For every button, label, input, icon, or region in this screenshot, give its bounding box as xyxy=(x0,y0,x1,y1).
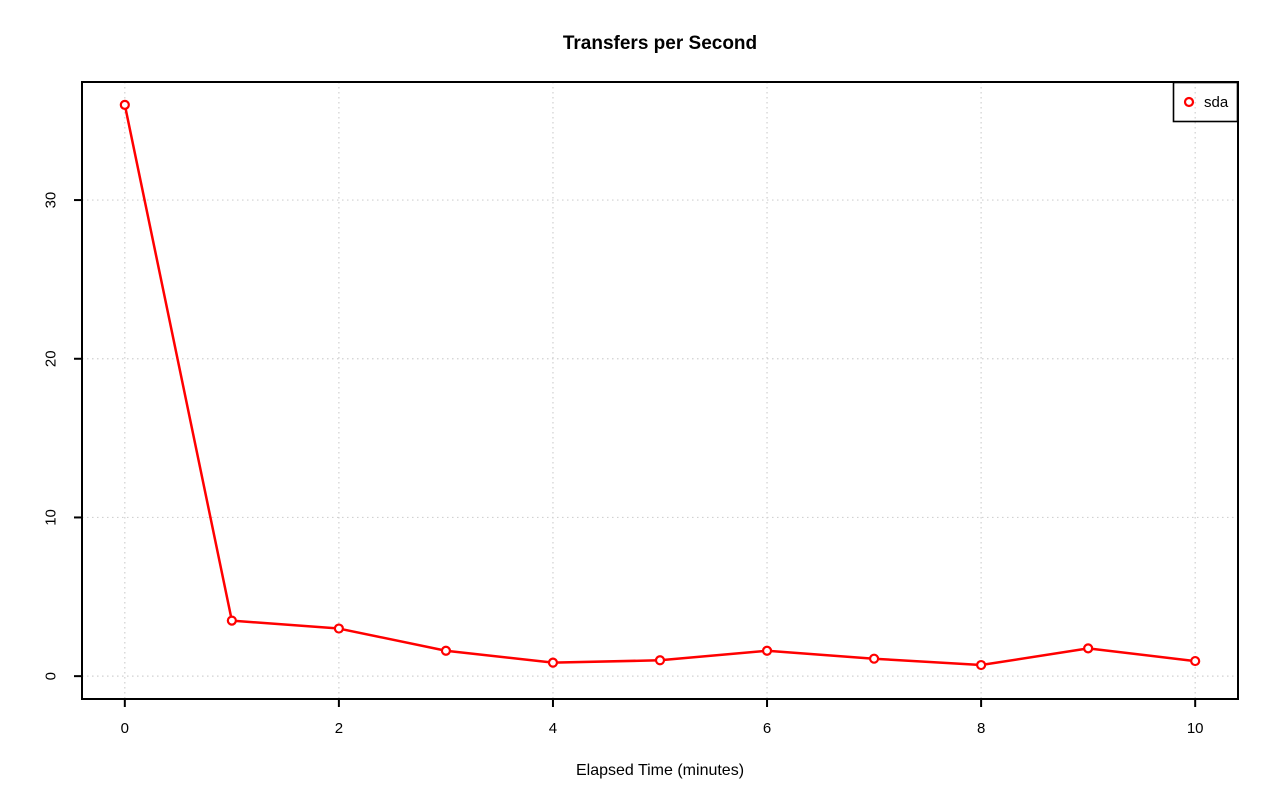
x-axis-tick-label: 0 xyxy=(121,720,129,737)
data-point-marker xyxy=(119,99,130,110)
x-axis-tick-label: 4 xyxy=(549,720,557,737)
axis-tick-layer: 0 2 4 6 8 10 0 10 20 30 xyxy=(42,192,1203,737)
y-axis-tick-label: 20 xyxy=(42,350,59,367)
chart-title: Transfers per Second xyxy=(563,33,757,54)
x-axis-tick-label: 2 xyxy=(335,720,343,737)
x-axis-tick-label: 10 xyxy=(1187,720,1204,737)
x-axis-tick-label: 6 xyxy=(763,720,771,737)
data-point-marker xyxy=(547,657,559,668)
x-axis-label: Elapsed Time (minutes) xyxy=(576,762,744,779)
data-point-marker xyxy=(761,645,773,656)
legend: sda xyxy=(1172,81,1239,123)
data-point-marker xyxy=(868,653,880,664)
legend-box xyxy=(1172,81,1239,123)
data-point-marker xyxy=(226,615,237,626)
data-point-marker xyxy=(333,623,344,634)
plot-border xyxy=(81,81,1239,700)
series-line-sda xyxy=(123,103,1197,667)
y-axis-tick-label: 0 xyxy=(42,672,59,680)
data-point-marker xyxy=(976,659,987,671)
legend-label: sda xyxy=(1204,94,1229,111)
data-point-marker xyxy=(440,645,452,656)
y-axis-tick-label: 10 xyxy=(42,509,59,526)
data-point-marker xyxy=(1190,655,1201,667)
series-layer xyxy=(119,99,1201,671)
grid-layer xyxy=(82,82,1238,699)
legend-marker-icon xyxy=(1183,96,1195,108)
x-axis-tick-label: 8 xyxy=(977,720,985,737)
data-point-marker xyxy=(654,655,666,666)
y-axis-tick-label: 30 xyxy=(42,192,59,209)
data-point-marker xyxy=(1083,643,1094,654)
